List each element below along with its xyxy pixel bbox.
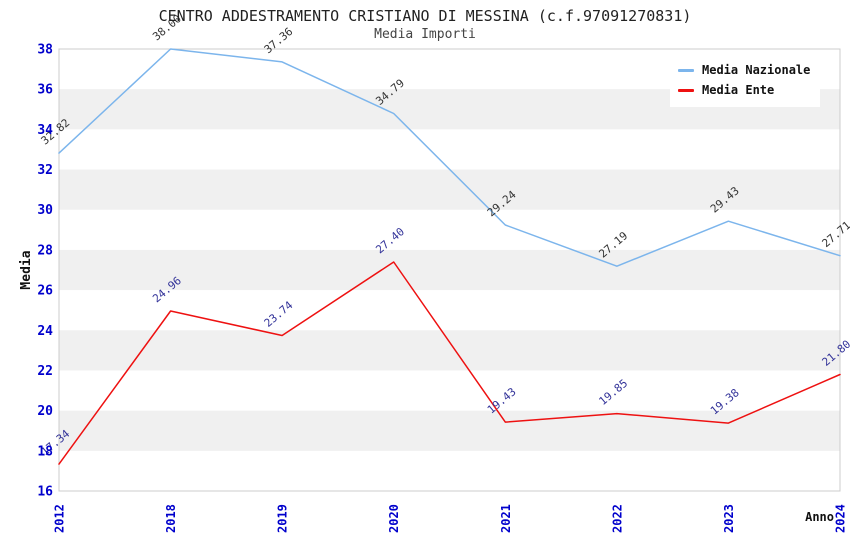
y-tick-label: 22: [37, 364, 53, 379]
y-tick-label: 26: [37, 284, 53, 299]
y-tick-label: 24: [37, 324, 53, 339]
legend-label-media-ente: Media Ente: [702, 83, 775, 97]
y-tick-label: 34: [37, 123, 53, 138]
x-tick-label: 2021: [499, 504, 513, 533]
grid-band: [59, 410, 840, 451]
series-line-media-nazionale: [58, 48, 841, 267]
legend: Media Nazionale Media Ente: [670, 53, 821, 107]
grid-band: [59, 330, 840, 371]
x-tick-label: 2020: [387, 504, 401, 533]
plot-border: [58, 48, 841, 492]
chart-title: CENTRO ADDESTRAMENTO CRISTIANO DI MESSIN…: [158, 7, 692, 25]
grid-band: [59, 249, 840, 291]
legend-swatch-media-ente: [678, 88, 694, 92]
y-tick-label: 30: [37, 203, 53, 218]
x-tick-label: 2019: [276, 504, 290, 533]
y-axis-title: Media: [19, 250, 34, 289]
x-tick-label: 2024: [834, 504, 848, 533]
data-label: 27.71: [820, 219, 850, 250]
legend-swatch-media-nazionale: [678, 68, 694, 72]
x-tick-label: 2012: [53, 504, 67, 533]
x-tick-label: 2022: [610, 504, 624, 533]
y-tick-label: 16: [37, 485, 53, 500]
x-tick-label: 2018: [164, 504, 178, 533]
data-label: 19.85: [596, 377, 630, 408]
grid-band: [59, 169, 840, 210]
y-tick-label: 18: [37, 444, 53, 459]
y-tick-label: 28: [37, 243, 53, 258]
y-tick-label: 36: [37, 83, 53, 98]
data-label: 23.74: [262, 298, 296, 329]
legend-label-media-nazionale: Media Nazionale: [702, 63, 811, 77]
chart-subtitle: Media Importi: [374, 27, 476, 42]
series-line-media-ente: [58, 261, 841, 465]
x-axis-title: Anno: [805, 510, 834, 524]
legend-item-media-nazionale: Media Nazionale: [678, 60, 810, 80]
legend-item-media-ente: Media Ente: [678, 80, 810, 100]
y-tick-label: 38: [37, 43, 53, 58]
y-tick-label: 32: [37, 163, 53, 178]
x-tick-label: 2023: [722, 504, 736, 533]
y-tick-label: 20: [37, 404, 53, 419]
